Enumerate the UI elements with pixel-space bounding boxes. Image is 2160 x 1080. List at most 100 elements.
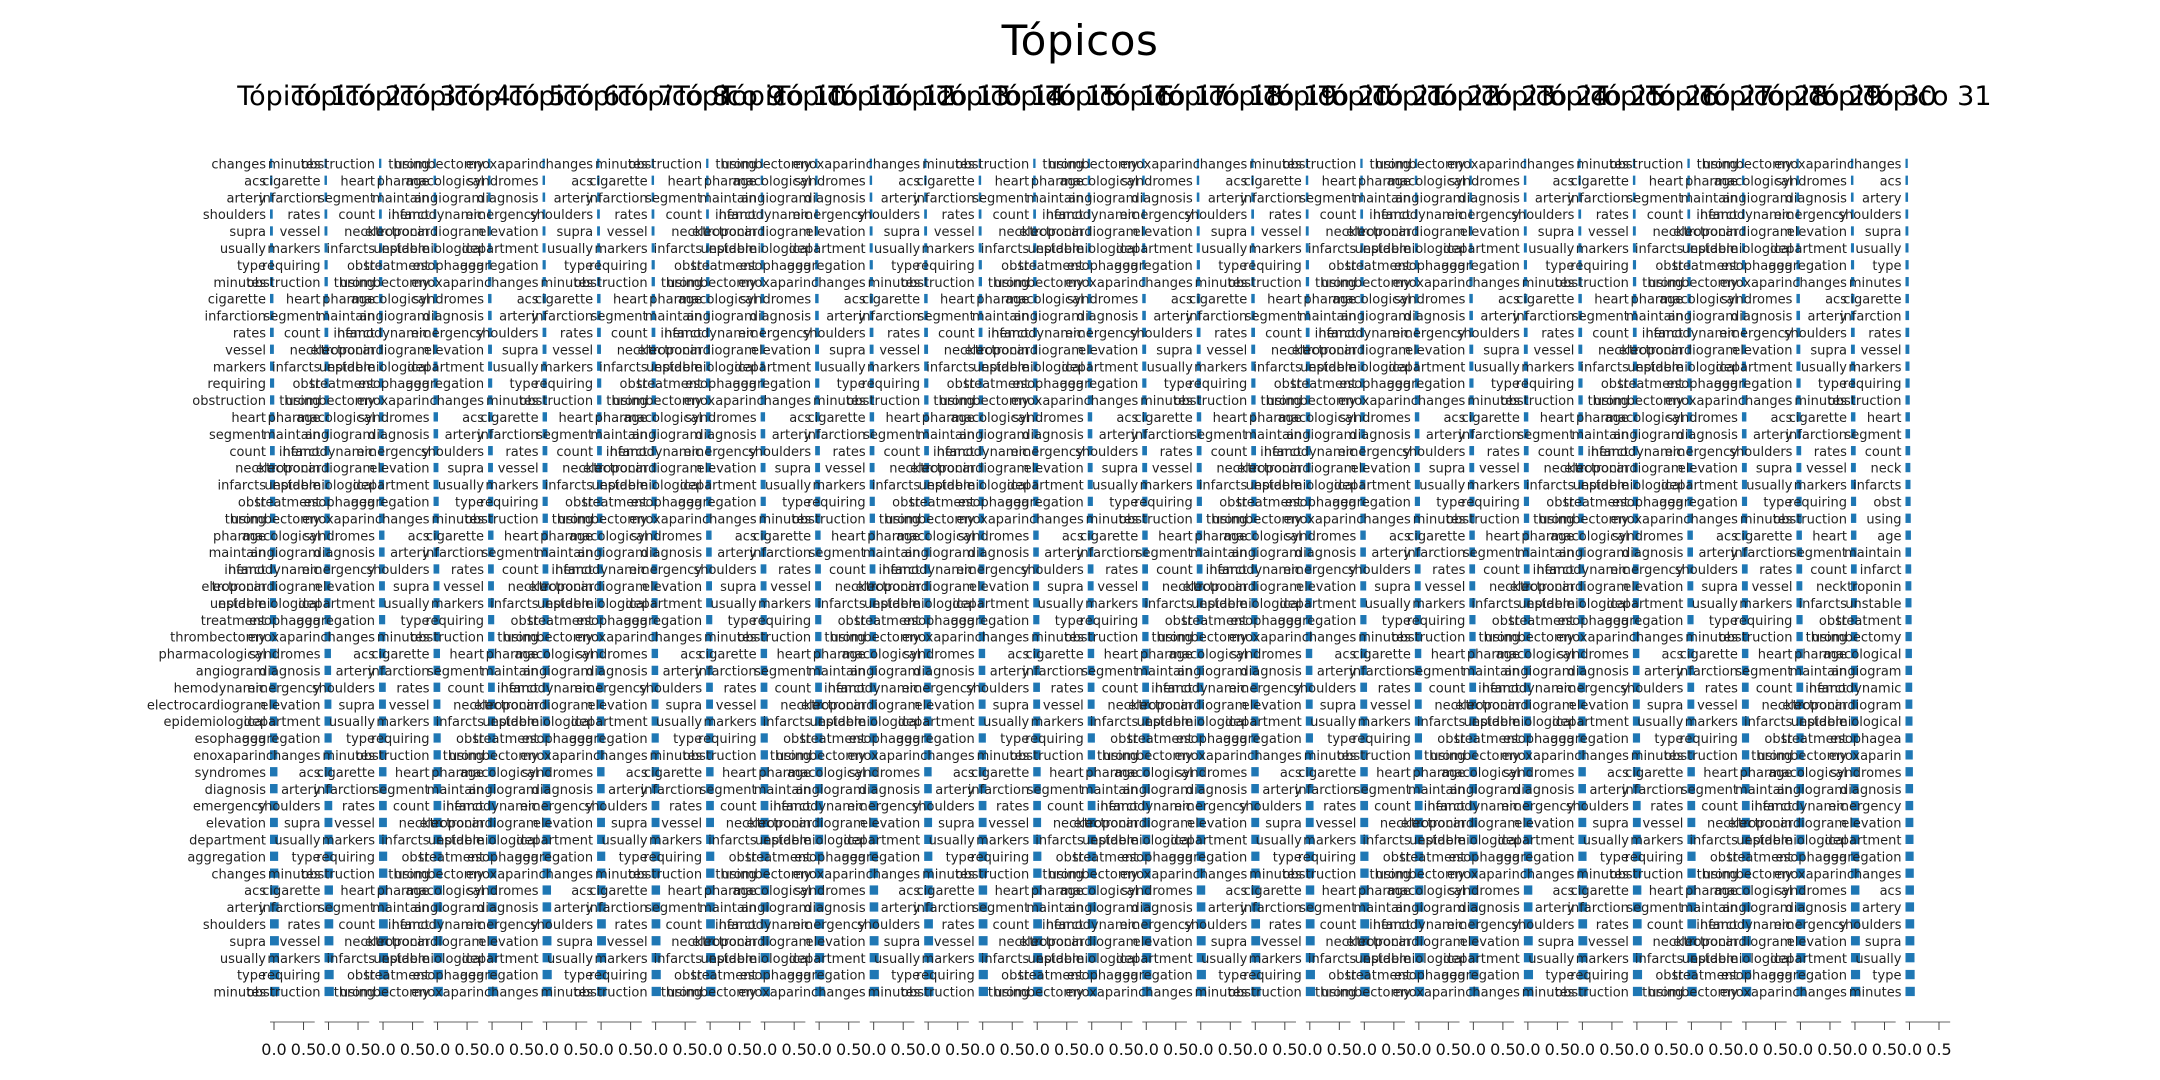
term-label: syndromes (1121, 884, 1193, 899)
topic-bar (1905, 969, 1915, 980)
topic-bar (1850, 564, 1857, 574)
term-label: markers (431, 597, 484, 612)
topic-bar (706, 598, 713, 608)
term-label: maintain (1353, 191, 1410, 206)
topic-bar (924, 462, 930, 473)
topic-bar (1196, 784, 1205, 794)
term-label: type (1273, 850, 1302, 865)
term-label: markers (1140, 479, 1193, 494)
topic-bar (978, 581, 985, 591)
term-label: thrombectomy (770, 749, 866, 764)
term-label: changes (1574, 749, 1629, 764)
topic-bar (706, 158, 709, 169)
topic-bar (869, 902, 879, 912)
topic-bar (1087, 479, 1093, 490)
topic-bar (542, 395, 547, 405)
term-label: vessel (225, 343, 266, 358)
term-label: maintain (1844, 546, 1901, 561)
term-label: troponin (975, 343, 1029, 358)
topic-bar (706, 631, 713, 642)
topic-bar (270, 462, 275, 473)
term-label: neck (344, 935, 375, 950)
term-label: count (665, 918, 702, 933)
term-label: syndromes (304, 529, 376, 544)
topic-bar (597, 885, 606, 895)
term-label: vessel (1643, 817, 1684, 832)
term-label: hemodynamic (773, 800, 865, 815)
topic-bar (1087, 800, 1096, 811)
topic-bar (1414, 716, 1422, 726)
term-label: infarct (1206, 563, 1248, 578)
topic-bar (1251, 547, 1257, 557)
topic-bar (1360, 378, 1365, 388)
topic-bar (1305, 885, 1315, 895)
term-label: heart (449, 648, 484, 663)
term-label: syndromes (1176, 766, 1248, 781)
topic-bar (869, 581, 876, 591)
topic-bar (597, 615, 604, 625)
term-label: emergency (302, 563, 375, 578)
term-label: syndromes (249, 648, 321, 663)
term-label: using (394, 867, 429, 882)
term-label: vessel (1261, 225, 1302, 240)
term-label: elevation (206, 817, 266, 832)
topic-bar (542, 412, 548, 422)
topic-bar (1360, 158, 1363, 169)
term-label: minutes (977, 749, 1030, 764)
term-label: esophagea (1339, 377, 1410, 392)
topic-bar (1360, 902, 1369, 912)
term-label: cigarette (916, 884, 974, 899)
topic-bar (1196, 192, 1200, 202)
topic-bar (924, 361, 929, 371)
term-label: type (619, 850, 648, 865)
topic-bar (1087, 243, 1091, 253)
topic-bar (1142, 851, 1151, 861)
x-tick-label: 0.5 (1926, 1040, 1951, 1059)
term-label: treatment (1182, 614, 1247, 629)
x-tick-label: 0.0 (1079, 1040, 1104, 1059)
term-label: rates (1432, 563, 1465, 578)
topic-bar (379, 665, 386, 676)
topic-bar (815, 598, 822, 608)
term-label: heart (340, 884, 375, 899)
term-label: thrombectomy (1151, 631, 1247, 646)
term-label: aggregation (951, 614, 1030, 629)
term-label: changes (975, 631, 1030, 646)
topic-bar (1142, 226, 1146, 236)
term-label: infarct (497, 681, 539, 696)
topic-bar (1905, 209, 1909, 219)
term-label: type (455, 496, 484, 511)
topic-bar (706, 716, 714, 726)
term-label: troponin (866, 580, 920, 595)
term-label: infarct (333, 327, 375, 342)
topic-bar (1360, 834, 1369, 845)
topic-bar (978, 310, 983, 321)
topic-bar (1305, 716, 1313, 726)
term-label: requiring (589, 259, 648, 274)
term-label: usually (1855, 952, 1901, 967)
term-label: requiring (1570, 969, 1629, 984)
topic-bar (379, 936, 388, 946)
topic-bar (978, 378, 983, 388)
topic-bar (815, 699, 823, 709)
term-label: obstruction (628, 158, 702, 173)
term-label: using (722, 158, 757, 173)
term-label: emergency (1774, 208, 1847, 223)
x-tick-label: 0.0 (752, 1040, 777, 1059)
term-label: pharmacological (1140, 648, 1247, 663)
term-label: hemodynamic (446, 800, 538, 815)
term-label: minutes (922, 867, 975, 882)
topic-bar (978, 192, 982, 202)
term-label: neck (1162, 580, 1193, 595)
term-label: shoulders (1184, 918, 1247, 933)
topic-bar (597, 496, 603, 507)
topic-bar (1196, 885, 1206, 895)
term-label: shoulders (203, 208, 266, 223)
topic-bar (1414, 936, 1424, 946)
term-label: age (569, 529, 593, 544)
topic-bar (1087, 665, 1095, 676)
term-label: maintain (590, 428, 647, 443)
topic-bar (1905, 902, 1915, 912)
term-label: obst (565, 496, 593, 511)
topic-bar (706, 969, 716, 980)
